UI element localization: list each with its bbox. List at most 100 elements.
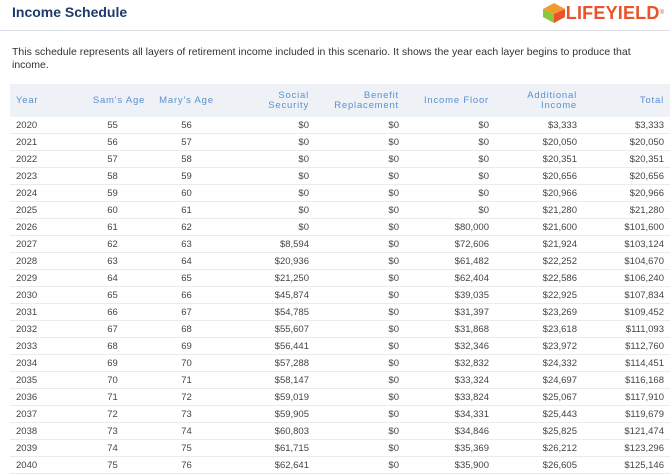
table-cell: $0 [228,167,315,185]
table-cell: $0 [315,184,405,202]
table-cell: $20,656 [583,167,670,185]
table-cell: $20,050 [583,133,670,151]
table-cell: $24,332 [495,354,583,372]
table-cell: 58 [145,150,228,168]
table-row: 2031 66 67 $54,785 $0 $31,397 $23,269 $109,452 [10,303,670,321]
table-cell: $20,966 [583,184,670,202]
table-cell: 75 [80,456,145,474]
table-cell: $0 [315,201,405,219]
table-row: 2033 68 69 $56,441 $0 $32,346 $23,972 $112,760 [10,337,670,355]
table-cell: 70 [145,354,228,372]
table-cell: $22,925 [495,286,583,304]
table-cell: $114,451 [583,354,670,372]
table-cell: 2025 [10,201,80,219]
table-cell: $57,288 [228,354,315,372]
table-cell: $22,252 [495,252,583,270]
table-cell: $3,333 [583,117,670,134]
table-cell: 60 [80,201,145,219]
table-cell: 67 [80,320,145,338]
table-row: 2030 65 66 $45,874 $0 $39,035 $22,925 $107,834 [10,286,670,304]
column-header: Benefit Replacement [315,84,405,117]
table-cell: 2035 [10,371,80,389]
table-cell: $103,124 [583,235,670,253]
column-header: Social Security [228,84,315,117]
table-cell: 2031 [10,303,80,321]
table-cell: $0 [228,117,315,134]
table-cell: 2039 [10,439,80,457]
table-cell: 66 [80,303,145,321]
table-cell: $0 [315,337,405,355]
table-cell: $32,832 [405,354,495,372]
column-header: Year [10,84,80,117]
table-cell: $20,050 [495,133,583,151]
table-cell: $62,404 [405,269,495,287]
table-cell: $24,697 [495,371,583,389]
table-cell: $104,670 [583,252,670,270]
table-cell: $0 [315,235,405,253]
table-cell: $20,656 [495,167,583,185]
table-cell: $32,346 [405,337,495,355]
table-cell: 76 [145,456,228,474]
table-cell: $112,760 [583,337,670,355]
table-cell: 2033 [10,337,80,355]
table-cell: 2036 [10,388,80,406]
table-cell: $35,369 [405,439,495,457]
table-cell: $34,846 [405,422,495,440]
column-header: Income Floor [405,84,495,117]
table-cell: $0 [315,422,405,440]
table-cell: $23,972 [495,337,583,355]
table-cell: $0 [315,456,405,474]
table-cell: 59 [145,167,228,185]
table-cell: $121,474 [583,422,670,440]
column-header: Sam's Age [80,84,145,117]
table-cell: $107,834 [583,286,670,304]
table-cell: 65 [145,269,228,287]
table-cell: $20,936 [228,252,315,270]
table-row: 2024 59 60 $0 $0 $0 $20,966 $20,966 [10,184,670,202]
brand-mark: ® [659,10,664,16]
table-row: 2028 63 64 $20,936 $0 $61,482 $22,252 $104,670 [10,252,670,270]
table-cell: $60,803 [228,422,315,440]
table-cell: $0 [315,405,405,423]
brand: LIFEYIELD [565,2,660,23]
table-cell: $101,600 [583,218,670,236]
table-cell: $59,019 [228,388,315,406]
table-cell: $56,441 [228,337,315,355]
table-cell: $0 [405,150,495,168]
table-cell: $25,443 [495,405,583,423]
table-cell: $61,482 [405,252,495,270]
column-header-text: Total [639,94,664,106]
table-cell: 58 [80,167,145,185]
column-header-text: Social Security [268,89,309,111]
table-cell: $26,605 [495,456,583,474]
table-cell: $106,240 [583,269,670,287]
table-cell: $0 [228,184,315,202]
column-header: Additional Income [495,84,583,117]
table-cell: 63 [145,235,228,253]
table-cell: 65 [80,286,145,304]
table-cell: 69 [145,337,228,355]
table-cell: 2032 [10,320,80,338]
table-cell: 60 [145,184,228,202]
table-row: 2025 60 61 $0 $0 $0 $21,280 $21,280 [10,201,670,219]
logo-icon [542,3,565,23]
table-cell: 62 [145,218,228,236]
table-row: 2032 67 68 $55,607 $0 $31,868 $23,618 $111,093 [10,320,670,338]
table-cell: $3,333 [495,117,583,134]
table-cell: 73 [145,405,228,423]
table-row: 2038 73 74 $60,803 $0 $34,846 $25,825 $121,474 [10,422,670,440]
table-cell: $0 [315,150,405,168]
table-cell: 56 [80,133,145,151]
table-cell: $62,641 [228,456,315,474]
table-cell: 2023 [10,167,80,185]
table-cell: $123,296 [583,439,670,457]
table-cell: 2027 [10,235,80,253]
table-cell: 2040 [10,456,80,474]
table-cell: $0 [405,117,495,134]
table-cell: $61,715 [228,439,315,457]
divider [0,30,670,31]
table-cell: $0 [405,201,495,219]
table-cell: $0 [315,269,405,287]
table-cell: $0 [315,439,405,457]
